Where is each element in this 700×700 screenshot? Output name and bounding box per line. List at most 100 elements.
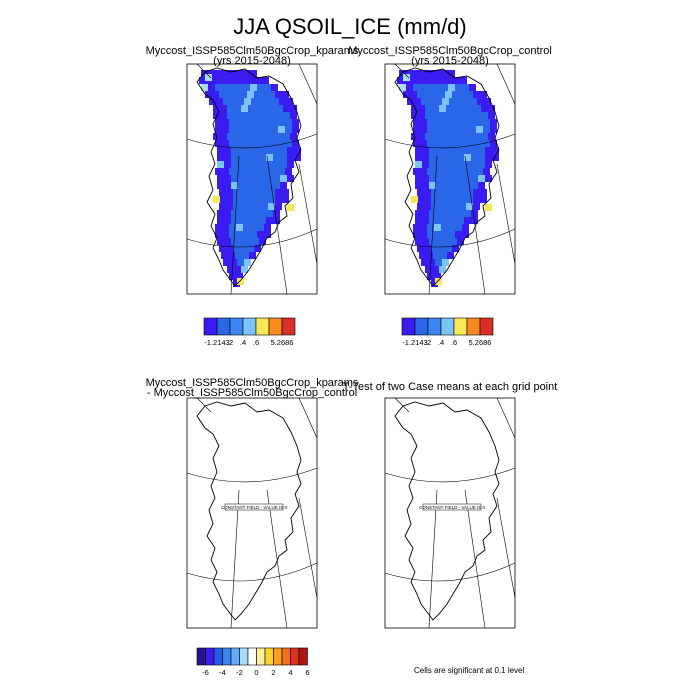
meridian-line xyxy=(464,489,486,629)
map-cell xyxy=(448,231,455,238)
map-cell xyxy=(248,105,255,112)
colorbar-label: -2 xyxy=(236,668,243,677)
map-cell xyxy=(257,126,264,133)
colorbar-label: .6 xyxy=(253,338,259,347)
map-cell xyxy=(219,91,226,98)
map-cell xyxy=(235,252,242,259)
map-cell xyxy=(436,154,443,161)
map-cell xyxy=(450,238,457,245)
map-cell xyxy=(283,112,290,119)
constant-field-box xyxy=(224,503,284,511)
map-cell xyxy=(455,140,462,147)
map-cell xyxy=(460,105,467,112)
map-cell xyxy=(231,161,238,168)
map-cell xyxy=(245,175,252,182)
colorbar-box xyxy=(427,317,442,336)
map-cell xyxy=(257,119,264,126)
map-cell xyxy=(478,182,485,189)
map-cell xyxy=(431,280,438,287)
map-cell xyxy=(280,154,287,161)
meridian-line xyxy=(496,497,516,599)
map-cell xyxy=(231,182,238,189)
map-cell xyxy=(243,119,250,126)
colorbar-label: -4 xyxy=(219,668,226,677)
map-cell xyxy=(248,77,255,84)
map-cell xyxy=(201,70,208,77)
map-cell xyxy=(434,119,441,126)
map-cell xyxy=(292,126,299,133)
map-cell xyxy=(438,189,445,196)
map-cell xyxy=(456,98,463,105)
map-cell xyxy=(241,105,248,112)
map-cell xyxy=(275,203,282,210)
map-cell xyxy=(415,154,422,161)
map-cell xyxy=(420,119,427,126)
map-cell xyxy=(259,175,266,182)
map-cell xyxy=(481,133,488,140)
map-cell xyxy=(244,98,251,105)
map-cell xyxy=(429,175,436,182)
map-cell xyxy=(261,196,268,203)
latitude-line xyxy=(384,467,516,483)
map-cell xyxy=(455,84,462,91)
map-cell xyxy=(287,154,294,161)
map-cell xyxy=(261,91,268,98)
map-cell xyxy=(431,203,438,210)
map-cell xyxy=(233,189,240,196)
map-cell xyxy=(212,91,219,98)
map-cell xyxy=(222,126,229,133)
panel4-title: T-Test of two Case means at each grid po… xyxy=(342,381,558,393)
map-cell xyxy=(243,140,250,147)
map-cell xyxy=(436,238,443,245)
map-cell xyxy=(478,161,485,168)
meridian-line xyxy=(464,155,486,295)
map-cell xyxy=(222,84,229,91)
map-cell xyxy=(488,133,495,140)
map-cell xyxy=(224,154,231,161)
map-cell xyxy=(434,224,441,231)
map-cell xyxy=(464,154,471,161)
map-cell xyxy=(272,98,279,105)
map-cell xyxy=(231,175,238,182)
map-cell xyxy=(483,140,490,147)
map-cell xyxy=(285,126,292,133)
map-cell xyxy=(261,203,268,210)
map-cell xyxy=(448,224,455,231)
map-cell xyxy=(241,112,248,119)
map-cell xyxy=(436,147,443,154)
map-cell xyxy=(448,70,455,77)
colorbar-box xyxy=(255,317,270,336)
map-cell xyxy=(245,210,252,217)
map-cell xyxy=(441,140,448,147)
map-cell xyxy=(441,224,448,231)
colorbar-label: -6 xyxy=(202,668,209,677)
map-cell xyxy=(238,182,245,189)
map-cell xyxy=(424,189,431,196)
map-cell xyxy=(460,112,467,119)
map-cell xyxy=(410,91,417,98)
colorbar-label: .2 xyxy=(227,338,233,347)
map-cell xyxy=(469,119,476,126)
map-cell xyxy=(276,105,283,112)
map-cell xyxy=(241,266,248,273)
map-cell xyxy=(240,196,247,203)
map-cell xyxy=(273,175,280,182)
map-cell xyxy=(434,140,441,147)
map-cell xyxy=(262,112,269,119)
latitude-line xyxy=(186,562,318,582)
map-cell xyxy=(259,147,266,154)
map-cell xyxy=(231,217,238,224)
map-cell xyxy=(227,133,234,140)
map-cell xyxy=(228,252,235,259)
map-cell xyxy=(250,140,257,147)
map-cell xyxy=(217,210,224,217)
map-cell xyxy=(216,98,223,105)
map-cell xyxy=(420,168,427,175)
map-cell xyxy=(257,231,264,238)
latitude-line xyxy=(384,133,516,149)
map-cell xyxy=(450,175,457,182)
map-cell xyxy=(452,189,459,196)
map-cell xyxy=(438,91,445,98)
colorbar-box xyxy=(298,647,308,666)
